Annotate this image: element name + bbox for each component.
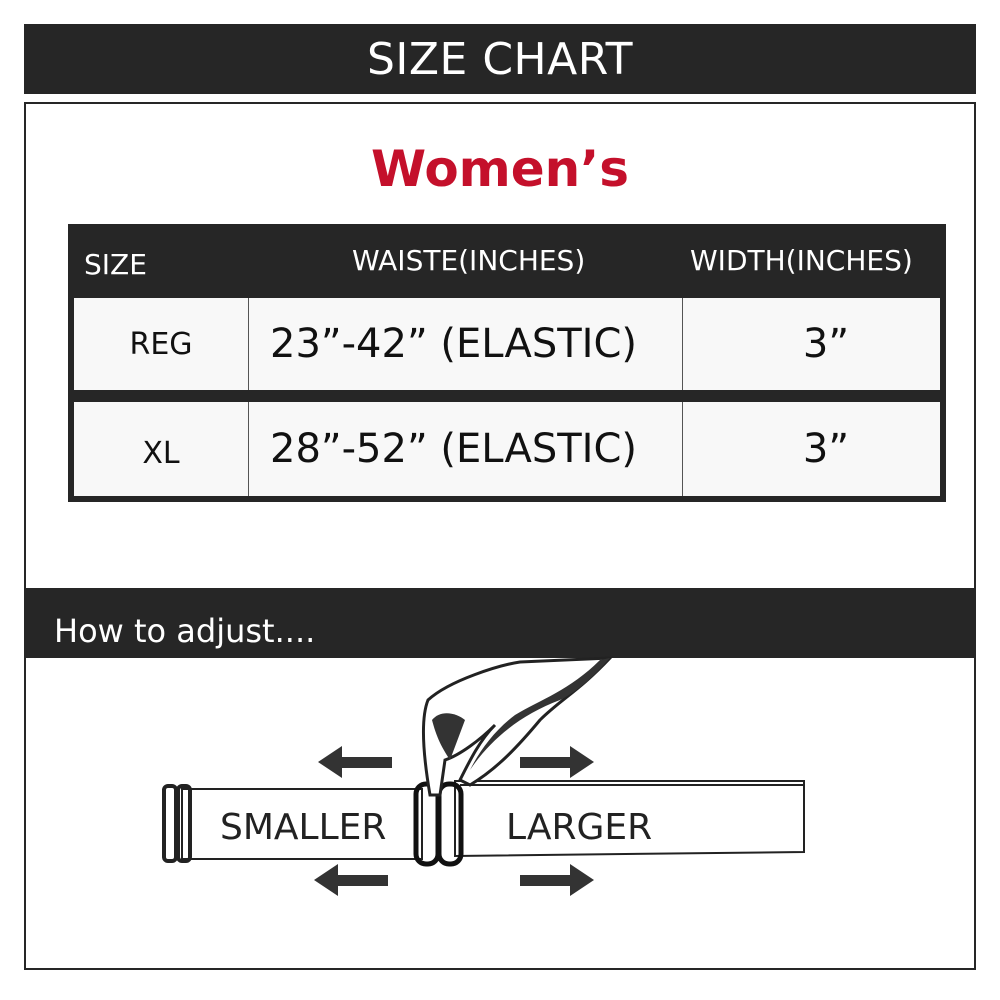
width-cell: 3” [802, 321, 850, 367]
larger-label: LARGER [506, 807, 652, 848]
column-header-waist: WAISTE(INCHES) [352, 243, 586, 277]
end-clip-icon [162, 784, 192, 863]
column-header-width: WIDTH(INCHES) [690, 243, 913, 277]
smaller-label: SMALLER [220, 807, 386, 848]
arrow-left-icon [314, 746, 392, 896]
width-cell: 3” [802, 426, 850, 472]
size-cell: REG [129, 326, 193, 362]
hand-icon [422, 656, 614, 797]
header-title: SIZE CHART [367, 33, 633, 85]
adjust-heading-band: How to adjust.... [24, 588, 976, 658]
section-title: Women’s [370, 140, 630, 198]
column-header-size: SIZE [84, 247, 147, 281]
waist-cell: 28”-52” (ELASTIC) [270, 426, 637, 472]
adjust-heading: How to adjust.... [54, 612, 316, 650]
table-row: XL 28”-52” (ELASTIC) 3” [74, 402, 940, 496]
waist-cell: 23”-42” (ELASTIC) [270, 321, 637, 367]
size-cell: XL [142, 435, 180, 471]
belt-icon [181, 780, 805, 860]
table-row: REG 23”-42” (ELASTIC) 3” [74, 298, 940, 390]
chart-frame [24, 102, 976, 970]
arrow-right-icon [520, 746, 594, 896]
size-table: SIZE WAISTE(INCHES) WIDTH(INCHES) REG 23… [68, 224, 946, 502]
size-chart-header: SIZE CHART [24, 24, 976, 94]
